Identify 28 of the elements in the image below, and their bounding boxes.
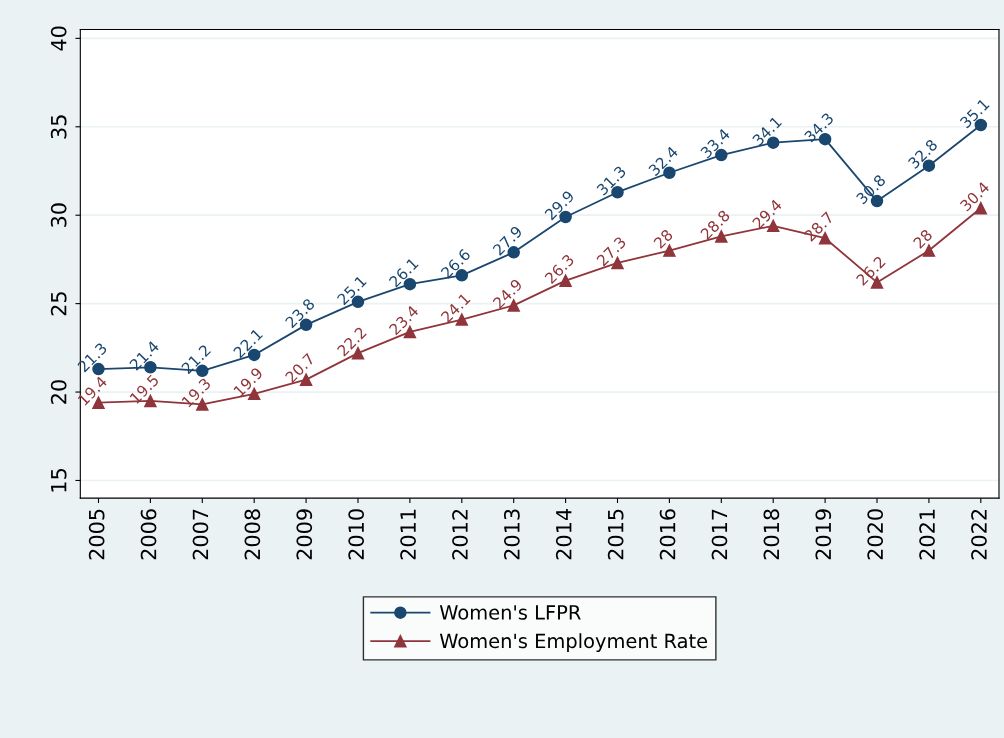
x-tick-label: 2022 (971, 509, 987, 560)
x-tick-label: 2019 (815, 509, 832, 560)
x-tick-label: 2020 (867, 509, 884, 560)
data-label: 28 (653, 228, 674, 250)
x-tick-label: 2010 (348, 509, 365, 560)
y-tick-label: 25 (50, 292, 67, 316)
x-tick-label: 2012 (452, 509, 468, 560)
x-tick-label: 2005 (88, 509, 105, 560)
y-tick-label: 15 (51, 469, 67, 492)
x-tick-label: 2015 (607, 509, 624, 560)
data-label: 28 (912, 228, 933, 250)
x-tick-label: 2009 (296, 509, 313, 560)
x-tick-label: 2006 (140, 509, 157, 560)
legend-label: Women's Employment Rate (439, 633, 708, 653)
x-tick-label: 2014 (555, 509, 572, 560)
x-tick-label: 2008 (244, 509, 261, 560)
legend-label: Women's LFPR (439, 605, 581, 620)
x-tick-label: 2016 (659, 509, 676, 560)
x-tick-label: 2013 (503, 509, 520, 560)
x-tick-label: 2018 (763, 509, 780, 560)
y-tick-label: 35 (50, 115, 67, 139)
y-tick-label: 20 (50, 380, 67, 404)
x-tick-label: 2021 (919, 509, 935, 560)
x-tick-label: 2017 (711, 509, 728, 560)
x-tick-label: 2007 (192, 509, 209, 560)
y-tick-label: 30 (50, 203, 67, 227)
y-tick-label: 40 (50, 26, 67, 51)
x-tick-label: 2011 (400, 509, 416, 560)
